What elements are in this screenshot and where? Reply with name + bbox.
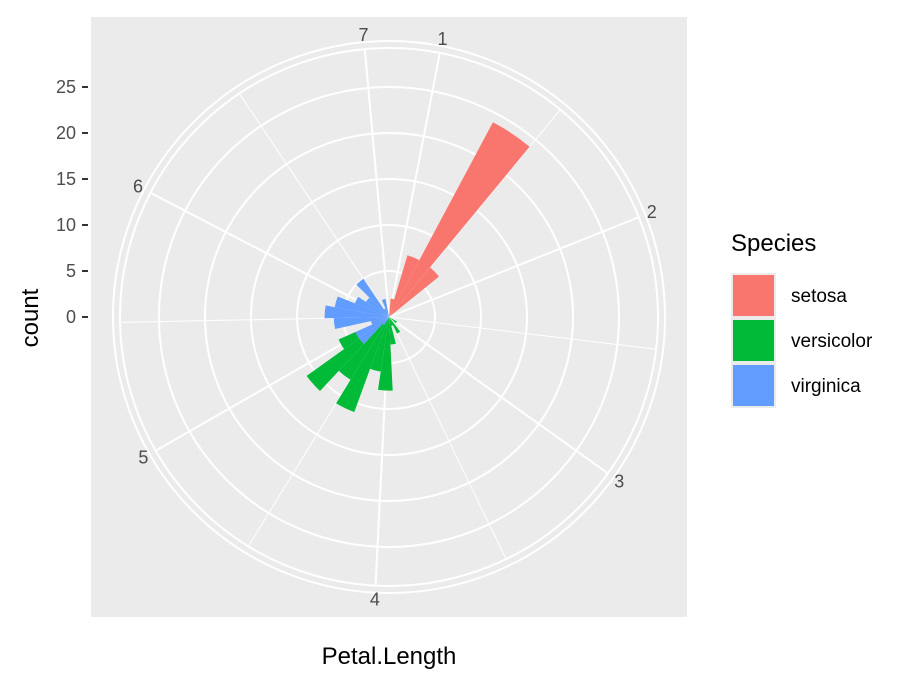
r-axis: 0 5 10 15 20 25 bbox=[56, 77, 88, 327]
theta-major-grid bbox=[363, 48, 390, 318]
bars bbox=[306, 122, 530, 413]
r-tick-label: 10 bbox=[56, 215, 76, 235]
bar-versicolor bbox=[338, 332, 360, 350]
bar-setosa bbox=[389, 267, 440, 317]
bar-virginica bbox=[324, 305, 389, 319]
x-axis-title: Petal.Length bbox=[322, 643, 457, 670]
legend-title: Species bbox=[731, 230, 816, 257]
theta-minor-grid bbox=[388, 316, 657, 350]
theta-tick-label: 1 bbox=[437, 29, 447, 49]
r-grid-outer bbox=[119, 47, 659, 587]
theta-minor-grid bbox=[388, 316, 507, 560]
bar-virginica bbox=[383, 308, 389, 317]
theta-tick-label: 2 bbox=[647, 202, 657, 222]
r-tick-label: 25 bbox=[56, 77, 76, 97]
bar-virginica bbox=[382, 317, 389, 325]
bar-versicolor bbox=[336, 317, 389, 413]
bar-virginica bbox=[365, 297, 389, 317]
legend-label-virginica: virginica bbox=[791, 376, 861, 397]
bar-virginica bbox=[356, 278, 389, 317]
theta-tick-label: 3 bbox=[614, 472, 624, 492]
theta-tick-label: 5 bbox=[138, 448, 148, 468]
r-tick-label: 15 bbox=[56, 169, 76, 189]
bar-versicolor bbox=[389, 317, 394, 326]
legend-label-setosa: setosa bbox=[791, 286, 847, 307]
theta-tick-label: 7 bbox=[359, 25, 369, 45]
legend: Species setosa versicolor virginica bbox=[731, 230, 873, 408]
legend-key-versicolor bbox=[733, 320, 774, 361]
theta-major-grid bbox=[388, 52, 441, 318]
bar-setosa bbox=[389, 122, 530, 318]
bar-versicolor bbox=[306, 338, 364, 392]
r-tick-label: 5 bbox=[66, 261, 76, 281]
legend-key-setosa bbox=[733, 275, 774, 316]
theta-minor-grid bbox=[238, 93, 390, 318]
theta-major-grid bbox=[149, 191, 390, 318]
bar-virginica bbox=[333, 317, 389, 330]
r-grid-circle bbox=[204, 132, 574, 502]
bar-versicolor bbox=[377, 317, 393, 391]
bar-virginica bbox=[334, 296, 389, 317]
bar-virginica bbox=[354, 296, 389, 317]
theta-tick-label: 4 bbox=[370, 590, 380, 610]
r-tick-label: 0 bbox=[66, 307, 76, 327]
r-tick-label: 20 bbox=[56, 123, 76, 143]
bar-versicolor bbox=[389, 317, 396, 345]
r-grid-circle bbox=[250, 178, 528, 456]
bar-setosa bbox=[389, 255, 420, 317]
bar-virginica bbox=[355, 317, 389, 339]
bar-versicolor bbox=[389, 317, 397, 324]
r-grid-circle bbox=[158, 86, 620, 548]
bar-virginica bbox=[359, 317, 389, 344]
r-grid-circle bbox=[112, 40, 666, 594]
theta-tick-labels: 1 2 3 4 5 6 7 bbox=[133, 25, 657, 609]
bar-setosa bbox=[389, 298, 395, 317]
y-axis-title: count bbox=[17, 288, 44, 347]
legend-key-virginica bbox=[733, 365, 774, 406]
theta-major-grid bbox=[388, 316, 609, 475]
bar-versicolor bbox=[389, 317, 401, 334]
r-grid-circle bbox=[296, 224, 482, 410]
theta-tick-label: 6 bbox=[133, 176, 143, 196]
bar-versicolor bbox=[370, 317, 389, 372]
bar-versicolor bbox=[338, 323, 385, 380]
legend-label-versicolor: versicolor bbox=[791, 331, 873, 352]
bar-virginica bbox=[382, 298, 389, 317]
theta-major-grid bbox=[388, 216, 640, 318]
bar-virginica bbox=[371, 317, 389, 325]
